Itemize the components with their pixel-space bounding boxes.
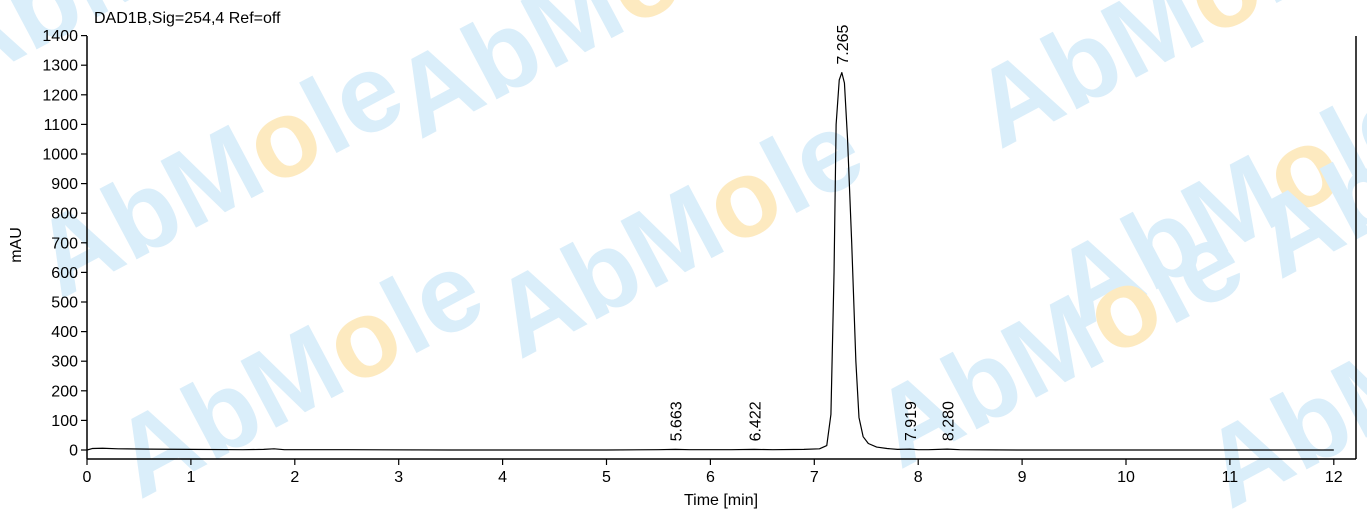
x-tick-label: 7: [810, 469, 819, 486]
x-tick-label: 6: [706, 469, 715, 486]
y-tick-label: 1300: [42, 58, 78, 75]
y-tick-label: 600: [51, 265, 78, 282]
axes: [86, 36, 1357, 460]
x-tick-label: 5: [602, 469, 611, 486]
tick-marks: 0100200300400500600700800900100011001200…: [42, 28, 1342, 486]
y-tick-label: 0: [69, 443, 78, 460]
peak-label: 6.422: [747, 401, 764, 441]
y-tick-label: 200: [51, 383, 78, 400]
y-tick-label: 900: [51, 176, 78, 193]
x-tick-label: 8: [914, 469, 923, 486]
x-tick-label: 1: [186, 469, 195, 486]
x-tick-label: 3: [394, 469, 403, 486]
y-tick-label: 1200: [42, 87, 78, 104]
chart-title: DAD1B,Sig=254,4 Ref=off: [94, 10, 281, 27]
x-tick-label: 4: [498, 469, 507, 486]
peak-label: 5.663: [668, 401, 685, 441]
y-tick-label: 500: [51, 295, 78, 312]
peak-label: 7.265: [835, 24, 852, 64]
peak-label: 7.919: [903, 401, 920, 441]
y-tick-label: 800: [51, 206, 78, 223]
y-tick-label: 1100: [44, 117, 79, 134]
y-tick-label: 100: [51, 413, 78, 430]
watermark-logo: AbMole: [474, 86, 882, 381]
x-tick-label: 9: [1018, 469, 1027, 486]
x-tick-label: 12: [1325, 469, 1343, 486]
y-tick-label: 1400: [42, 28, 78, 45]
x-tick-label: 10: [1117, 469, 1135, 486]
peak-label: 8.280: [940, 401, 957, 441]
series-layer: [86, 72, 1334, 451]
watermark-logo: AbMole: [374, 0, 782, 161]
x-tick-label: 2: [290, 469, 299, 486]
x-tick-label: 0: [83, 469, 92, 486]
chromatogram-trace: [86, 72, 1334, 451]
y-tick-label: 300: [51, 354, 78, 371]
y-axis-title: mAU: [8, 227, 25, 263]
y-tick-label: 400: [51, 324, 78, 341]
peak-labels: 5.663 6.422 7.265 7.919 8.280: [668, 24, 957, 441]
y-tick-label: 700: [51, 235, 78, 252]
x-axis-title: Time [min]: [684, 492, 758, 509]
x-tick-label: 11: [1222, 469, 1239, 486]
y-tick-label: 1000: [42, 147, 78, 164]
